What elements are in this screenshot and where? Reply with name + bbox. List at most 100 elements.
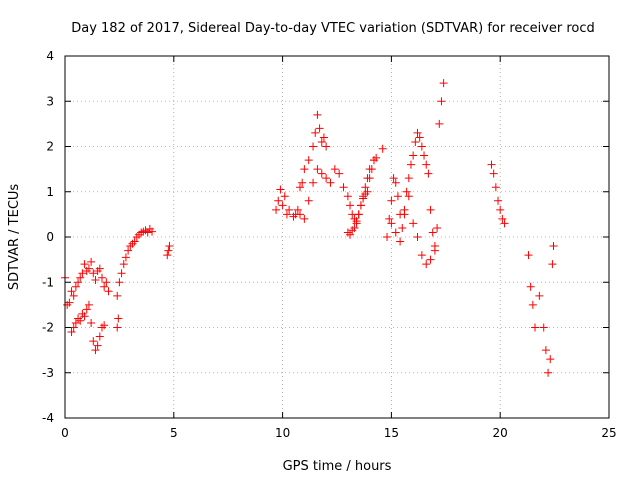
data-point [422, 160, 431, 169]
data-point [84, 300, 93, 309]
data-point [102, 278, 111, 287]
data-point [69, 323, 78, 332]
data-point [387, 219, 396, 228]
x-tick-label: 0 [61, 426, 69, 440]
data-point [417, 251, 426, 260]
data-point [426, 205, 435, 214]
data-point [335, 169, 344, 178]
data-point [113, 291, 122, 300]
data-point [385, 214, 394, 223]
data-point [411, 137, 420, 146]
x-tick-labels: 0 5 10 15 20 25 [61, 426, 616, 440]
data-point [95, 264, 104, 273]
data-point [317, 137, 326, 146]
y-tick-label: 2 [46, 140, 54, 154]
data-point [71, 282, 80, 291]
data-point [409, 219, 418, 228]
x-tick-label: 20 [493, 426, 508, 440]
grid-lines [65, 56, 609, 418]
data-point [391, 178, 400, 187]
data-point [391, 228, 400, 237]
data-point [84, 264, 93, 273]
data-point [89, 269, 98, 278]
data-point [117, 269, 126, 278]
data-point [311, 128, 320, 137]
data-point [415, 133, 424, 142]
data-point [97, 273, 106, 282]
data-point [304, 156, 313, 165]
data-point [356, 201, 365, 210]
series-segment-c [113, 224, 157, 300]
data-point [143, 228, 152, 237]
data-point [272, 205, 281, 214]
y-tick-labels: -4 -3 -2 -1 0 1 2 3 4 [42, 49, 54, 425]
data-point [346, 230, 355, 239]
data-point [417, 142, 426, 151]
data-point [130, 237, 139, 246]
data-point [67, 328, 76, 337]
data-point [361, 190, 370, 199]
data-point [404, 174, 413, 183]
data-point [82, 266, 91, 275]
data-point [300, 214, 309, 223]
data-point [313, 165, 322, 174]
series-segment-g [343, 144, 387, 239]
x-tick-label: 5 [170, 426, 178, 440]
data-point [309, 178, 318, 187]
data-point [80, 312, 89, 321]
data-point [304, 196, 313, 205]
data-point [300, 165, 309, 174]
series-segment-f [296, 156, 378, 228]
data-point [359, 194, 368, 203]
data-point [539, 323, 548, 332]
data-point [387, 196, 396, 205]
data-point [278, 201, 287, 210]
data-point [372, 153, 381, 162]
data-point [119, 260, 128, 269]
data-point [498, 214, 507, 223]
data-point [97, 323, 106, 332]
data-point [148, 227, 157, 236]
data-point [383, 233, 392, 241]
data-point [114, 314, 123, 323]
data-point [95, 332, 104, 341]
x-tick-label: 25 [601, 426, 616, 440]
data-point [500, 219, 509, 228]
y-tick-label: 0 [46, 230, 54, 244]
data-point [367, 165, 376, 174]
y-axis-title: SDTVAR / TECUs [7, 184, 22, 291]
data-point [322, 174, 331, 183]
data-point [430, 246, 439, 255]
data-point [78, 309, 87, 318]
data-point [348, 226, 357, 235]
data-point [496, 205, 505, 214]
data-point [164, 246, 173, 255]
data-point [132, 233, 141, 241]
data-point [113, 323, 122, 332]
data-point [163, 251, 172, 260]
data-point [489, 169, 498, 178]
data-point [296, 210, 305, 219]
data-point [352, 217, 361, 226]
data-point [296, 183, 305, 192]
data-point [354, 210, 363, 219]
data-point [398, 223, 407, 232]
data-point [322, 142, 331, 151]
y-tick-label: 1 [46, 185, 54, 199]
data-point [78, 269, 87, 278]
series-segment-i [387, 79, 448, 269]
data-point [350, 223, 359, 232]
data-point [535, 291, 544, 300]
data-point [413, 233, 422, 241]
data-point [346, 201, 355, 210]
data-point [549, 242, 558, 251]
data-point [82, 305, 91, 314]
data-point [63, 300, 72, 309]
data-point [396, 237, 405, 246]
data-point [491, 183, 500, 192]
data-point [330, 165, 339, 174]
data-point [315, 124, 324, 133]
data-point [89, 337, 98, 346]
data-point [76, 316, 85, 325]
